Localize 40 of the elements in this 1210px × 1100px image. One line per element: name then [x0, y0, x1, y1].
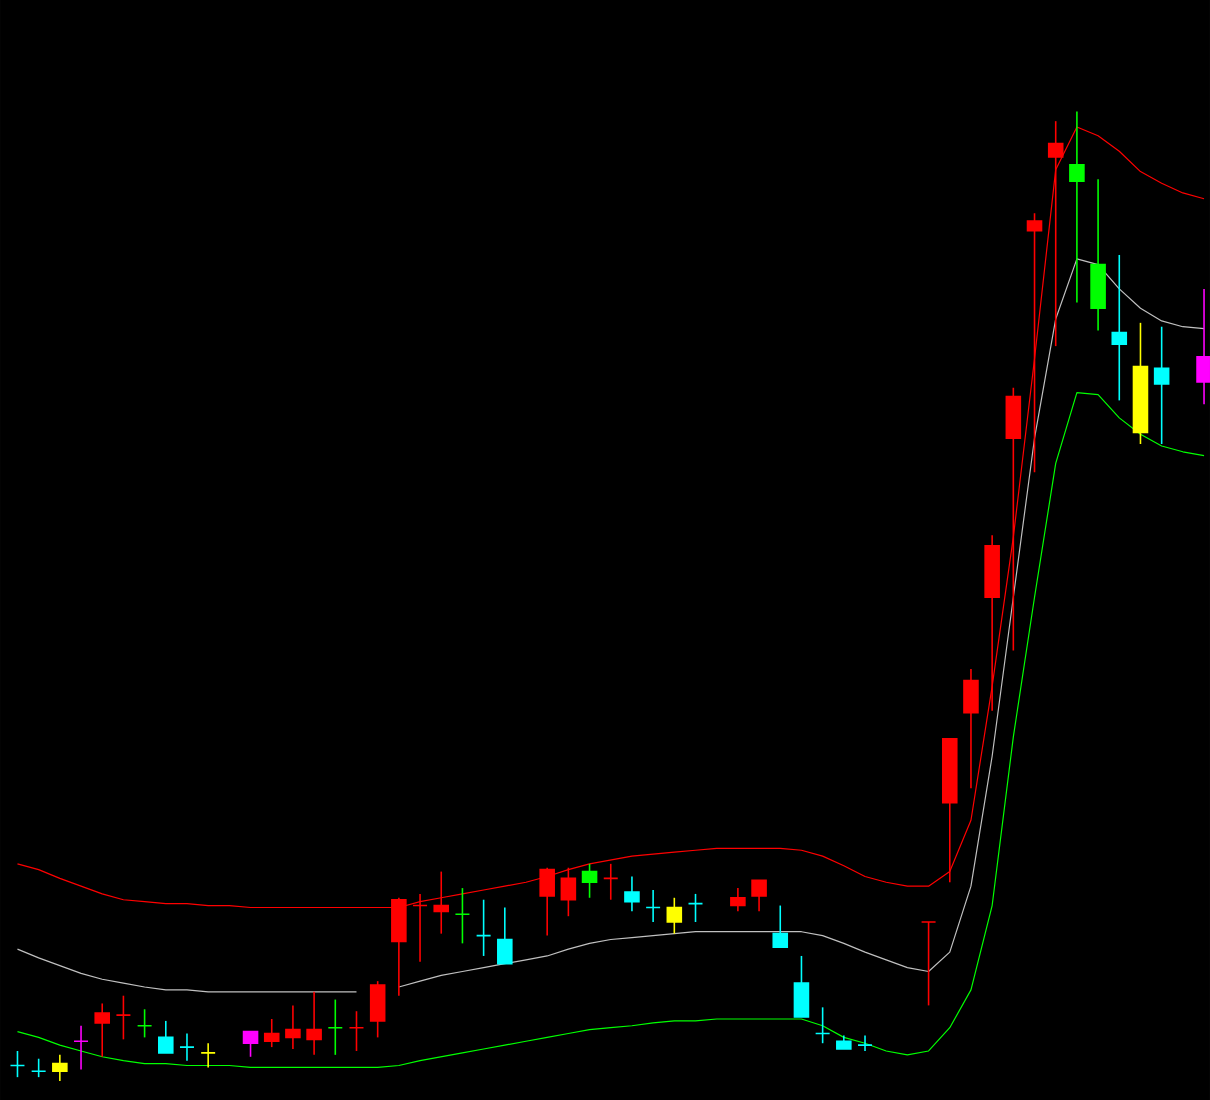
candlestick — [624, 875, 640, 912]
candlestick — [1069, 110, 1085, 303]
candlestick — [348, 1009, 365, 1052]
candlestick — [1153, 325, 1170, 445]
candlestick — [772, 904, 789, 948]
candlestick — [9, 1049, 26, 1078]
candlestick — [920, 920, 937, 1006]
candlestick — [666, 896, 683, 934]
candlestick — [1090, 178, 1106, 331]
candlestick — [645, 888, 661, 923]
candlestick — [602, 862, 619, 901]
candlestick — [94, 1002, 111, 1058]
candlestick — [200, 1041, 216, 1068]
candlestick — [581, 862, 598, 899]
candlestick — [285, 1004, 301, 1050]
candlestick — [1111, 253, 1128, 401]
candlestick — [687, 892, 704, 923]
candlestick — [793, 954, 810, 1018]
candlestick — [857, 1034, 873, 1052]
candlestick — [454, 886, 471, 944]
candlestick — [179, 1032, 195, 1061]
candlestick — [52, 1053, 68, 1082]
candlestick — [30, 1057, 47, 1078]
candlestick — [751, 879, 767, 912]
candlestick — [242, 1030, 259, 1058]
candlestick — [158, 1019, 174, 1054]
candlestick — [1026, 212, 1043, 473]
candlestick — [730, 886, 746, 912]
candlestick — [814, 1006, 831, 1044]
candlestick — [475, 898, 492, 957]
candlestick — [115, 994, 132, 1040]
candlestick — [369, 979, 386, 1038]
candlestick — [327, 998, 344, 1056]
candlestick — [136, 1008, 153, 1038]
candlestick — [73, 1024, 89, 1070]
candlestick — [306, 990, 322, 1056]
candlestick — [1005, 386, 1022, 651]
candlestick — [963, 667, 979, 789]
candlestick — [263, 1017, 280, 1048]
candlestick — [497, 906, 513, 965]
